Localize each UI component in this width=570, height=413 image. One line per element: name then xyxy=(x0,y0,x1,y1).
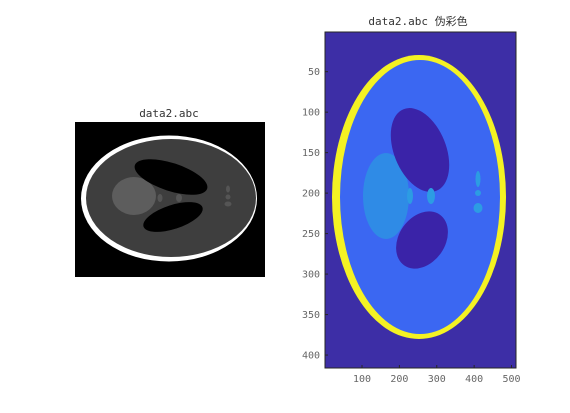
x-tick-label: 500 xyxy=(502,374,520,385)
x-tick-label: 100 xyxy=(353,374,371,385)
pseudocolor-feature-b xyxy=(427,188,435,204)
pseudocolor-body xyxy=(340,60,500,334)
y-tick-label: 300 xyxy=(302,270,320,281)
y-tick-label: 400 xyxy=(302,351,320,362)
pseudocolor-feature-a xyxy=(407,188,413,204)
x-tick-label: 300 xyxy=(428,374,446,385)
grayscale-feature-c xyxy=(226,185,230,193)
pseudocolor-feature-d xyxy=(475,190,481,196)
grayscale-feature-a xyxy=(157,194,163,202)
x-tick-label: 400 xyxy=(465,374,483,385)
y-tick-label: 350 xyxy=(302,310,320,321)
x-tick-label: 200 xyxy=(390,374,408,385)
pseudocolor-lower-lobe xyxy=(396,211,448,269)
y-tick-label: 250 xyxy=(302,229,320,240)
grayscale-lower-lobe xyxy=(143,202,203,232)
x-axis-ticks: 100 200 300 400 500 xyxy=(353,365,521,385)
grayscale-feature-e xyxy=(224,201,232,207)
grayscale-panel: data2.abc xyxy=(75,107,265,277)
y-tick-label: 200 xyxy=(302,189,320,200)
grayscale-left-blob xyxy=(112,177,156,215)
y-tick-label: 150 xyxy=(302,148,320,159)
pseudocolor-feature-e xyxy=(473,203,483,213)
pseudocolor-axes-frame xyxy=(324,31,517,369)
pseudocolor-panel: data2.abc 伪彩色 100 200 300 400 500 50 100 150 20… xyxy=(302,14,521,385)
grayscale-body xyxy=(86,139,256,257)
right-chart-title: data2.abc 伪彩色 xyxy=(368,14,467,28)
y-tick-label: 100 xyxy=(302,108,320,119)
pseudocolor-feature-c xyxy=(475,171,481,187)
pseudocolor-left-blob xyxy=(363,153,409,239)
y-axis-ticks: 50 100 150 200 250 300 350 400 xyxy=(302,67,328,362)
grayscale-feature-d xyxy=(225,194,231,200)
y-tick-label: 50 xyxy=(308,67,320,78)
grayscale-upper-lobe xyxy=(134,159,208,195)
left-chart-title: data2.abc xyxy=(139,107,199,120)
pseudocolor-upper-lobe xyxy=(390,108,450,192)
grayscale-feature-b xyxy=(176,194,182,202)
